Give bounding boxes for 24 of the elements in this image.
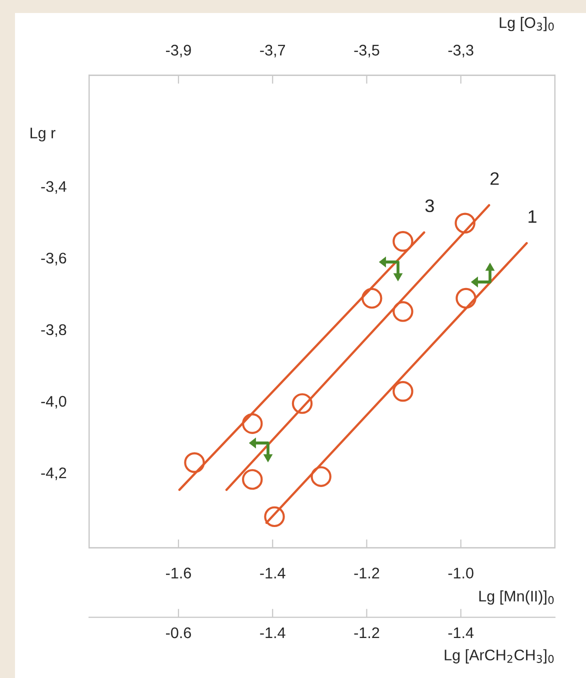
text: Lg [ArCH$_{2}$CH$_{3}$]$_{0}$ — [444, 649, 554, 664]
series-label: 1 — [528, 210, 536, 223]
x2-axis-title: Lg [O$_{3}$]$_{0}$ — [500, 16, 554, 32]
y-tick-label: -3,6 — [41, 252, 66, 266]
text: -0.6 — [166, 627, 191, 638]
x-tick-label: -1.4 — [260, 568, 286, 578]
x-axis-title: Lg [Mn(II)]$_{0}$ — [479, 590, 554, 605]
x2-tick-label: -3,9 — [166, 44, 191, 58]
text: -1.4 — [448, 628, 474, 638]
series-label: 3 — [425, 199, 434, 212]
x2-tick-label: -3,5 — [354, 44, 380, 58]
x-tick-label: -1.0 — [448, 568, 474, 578]
x-tick-label: -1.6 — [166, 568, 191, 578]
x2-tick-label: -3,7 — [260, 44, 285, 58]
y-tick-label: -4,2 — [41, 468, 66, 480]
x2-tick-label: -3,3 — [448, 44, 474, 58]
y-tick-label: -3,8 — [41, 324, 66, 337]
y-tick-label: -3,4 — [41, 181, 66, 194]
text: -1.4 — [260, 628, 286, 638]
y-axis-title: Lg r — [30, 128, 56, 142]
text: -1.2 — [354, 627, 380, 638]
series-label: 2 — [490, 172, 499, 185]
y-tick-label: -4,0 — [41, 396, 66, 409]
x-tick-label: -1.2 — [354, 568, 380, 578]
